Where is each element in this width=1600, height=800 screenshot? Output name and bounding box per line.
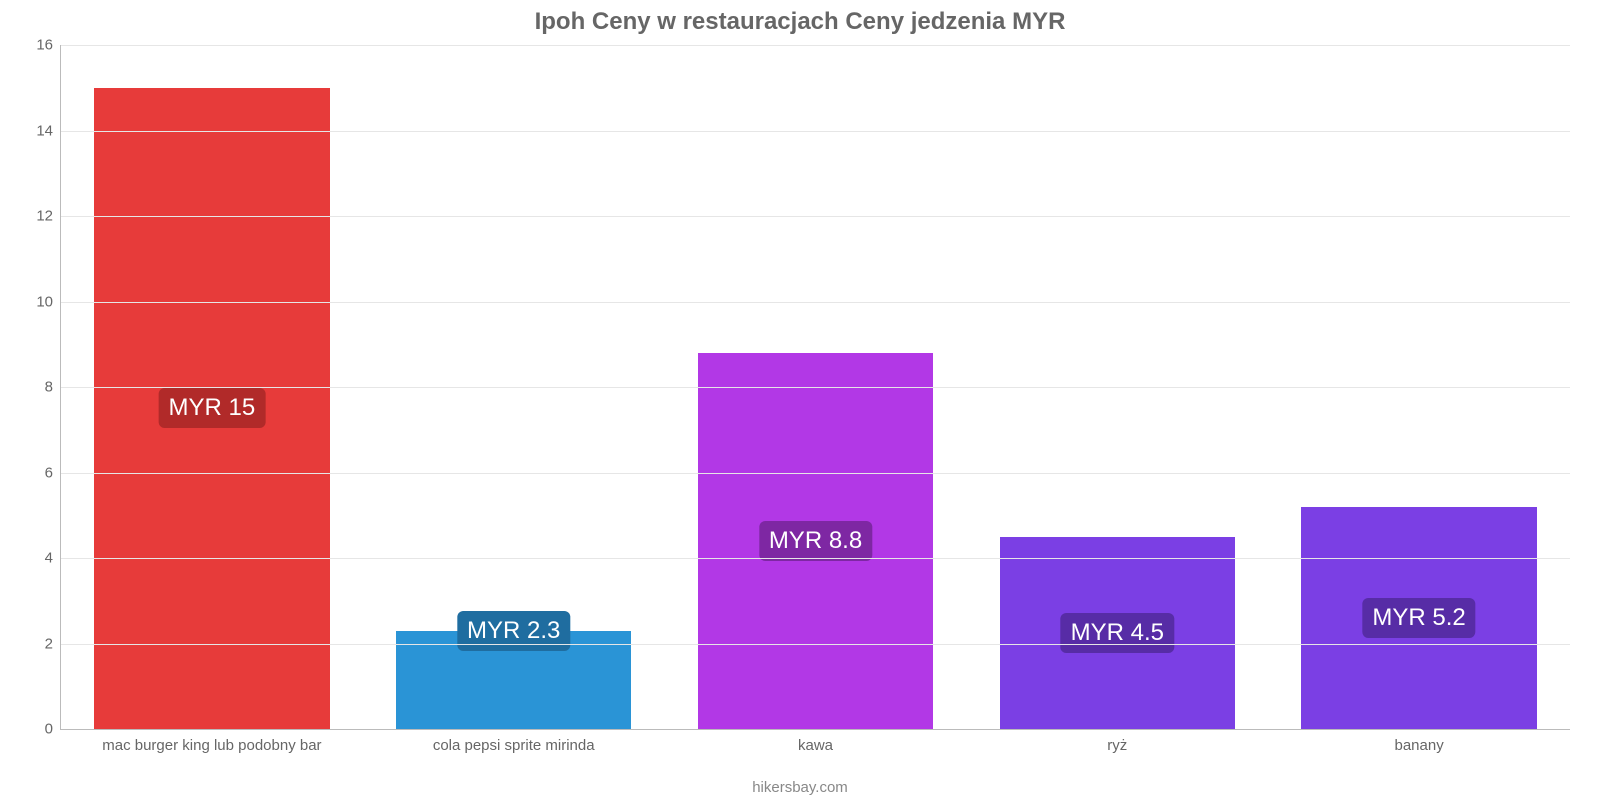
- value-badge: MYR 8.8: [759, 521, 872, 561]
- x-category-label: mac burger king lub podobny bar: [102, 729, 321, 754]
- gridline: [61, 216, 1570, 217]
- chart-credit: hikersbay.com: [0, 779, 1600, 796]
- y-tick-label: 12: [36, 208, 61, 225]
- y-tick-label: 0: [45, 721, 61, 738]
- price-bar-chart: Ipoh Ceny w restauracjach Ceny jedzenia …: [0, 0, 1600, 800]
- x-category-label: cola pepsi sprite mirinda: [433, 729, 595, 754]
- chart-title: Ipoh Ceny w restauracjach Ceny jedzenia …: [0, 0, 1600, 36]
- gridline: [61, 302, 1570, 303]
- value-badge: MYR 15: [159, 388, 266, 428]
- y-tick-label: 16: [36, 37, 61, 54]
- value-badge: MYR 2.3: [457, 611, 570, 651]
- gridline: [61, 473, 1570, 474]
- gridline: [61, 644, 1570, 645]
- y-tick-label: 4: [45, 550, 61, 567]
- y-tick-label: 14: [36, 122, 61, 139]
- x-category-label: ryż: [1107, 729, 1127, 754]
- gridline: [61, 131, 1570, 132]
- y-tick-label: 8: [45, 379, 61, 396]
- y-tick-label: 10: [36, 293, 61, 310]
- y-tick-label: 2: [45, 635, 61, 652]
- gridline: [61, 387, 1570, 388]
- y-tick-label: 6: [45, 464, 61, 481]
- gridline: [61, 45, 1570, 46]
- x-category-label: banany: [1394, 729, 1443, 754]
- value-badge: MYR 5.2: [1362, 598, 1475, 638]
- x-category-label: kawa: [798, 729, 833, 754]
- gridline: [61, 558, 1570, 559]
- plot-area: MYR 15MYR 2.3MYR 8.8MYR 4.5MYR 5.2 02468…: [60, 45, 1570, 730]
- value-badge: MYR 4.5: [1061, 613, 1174, 653]
